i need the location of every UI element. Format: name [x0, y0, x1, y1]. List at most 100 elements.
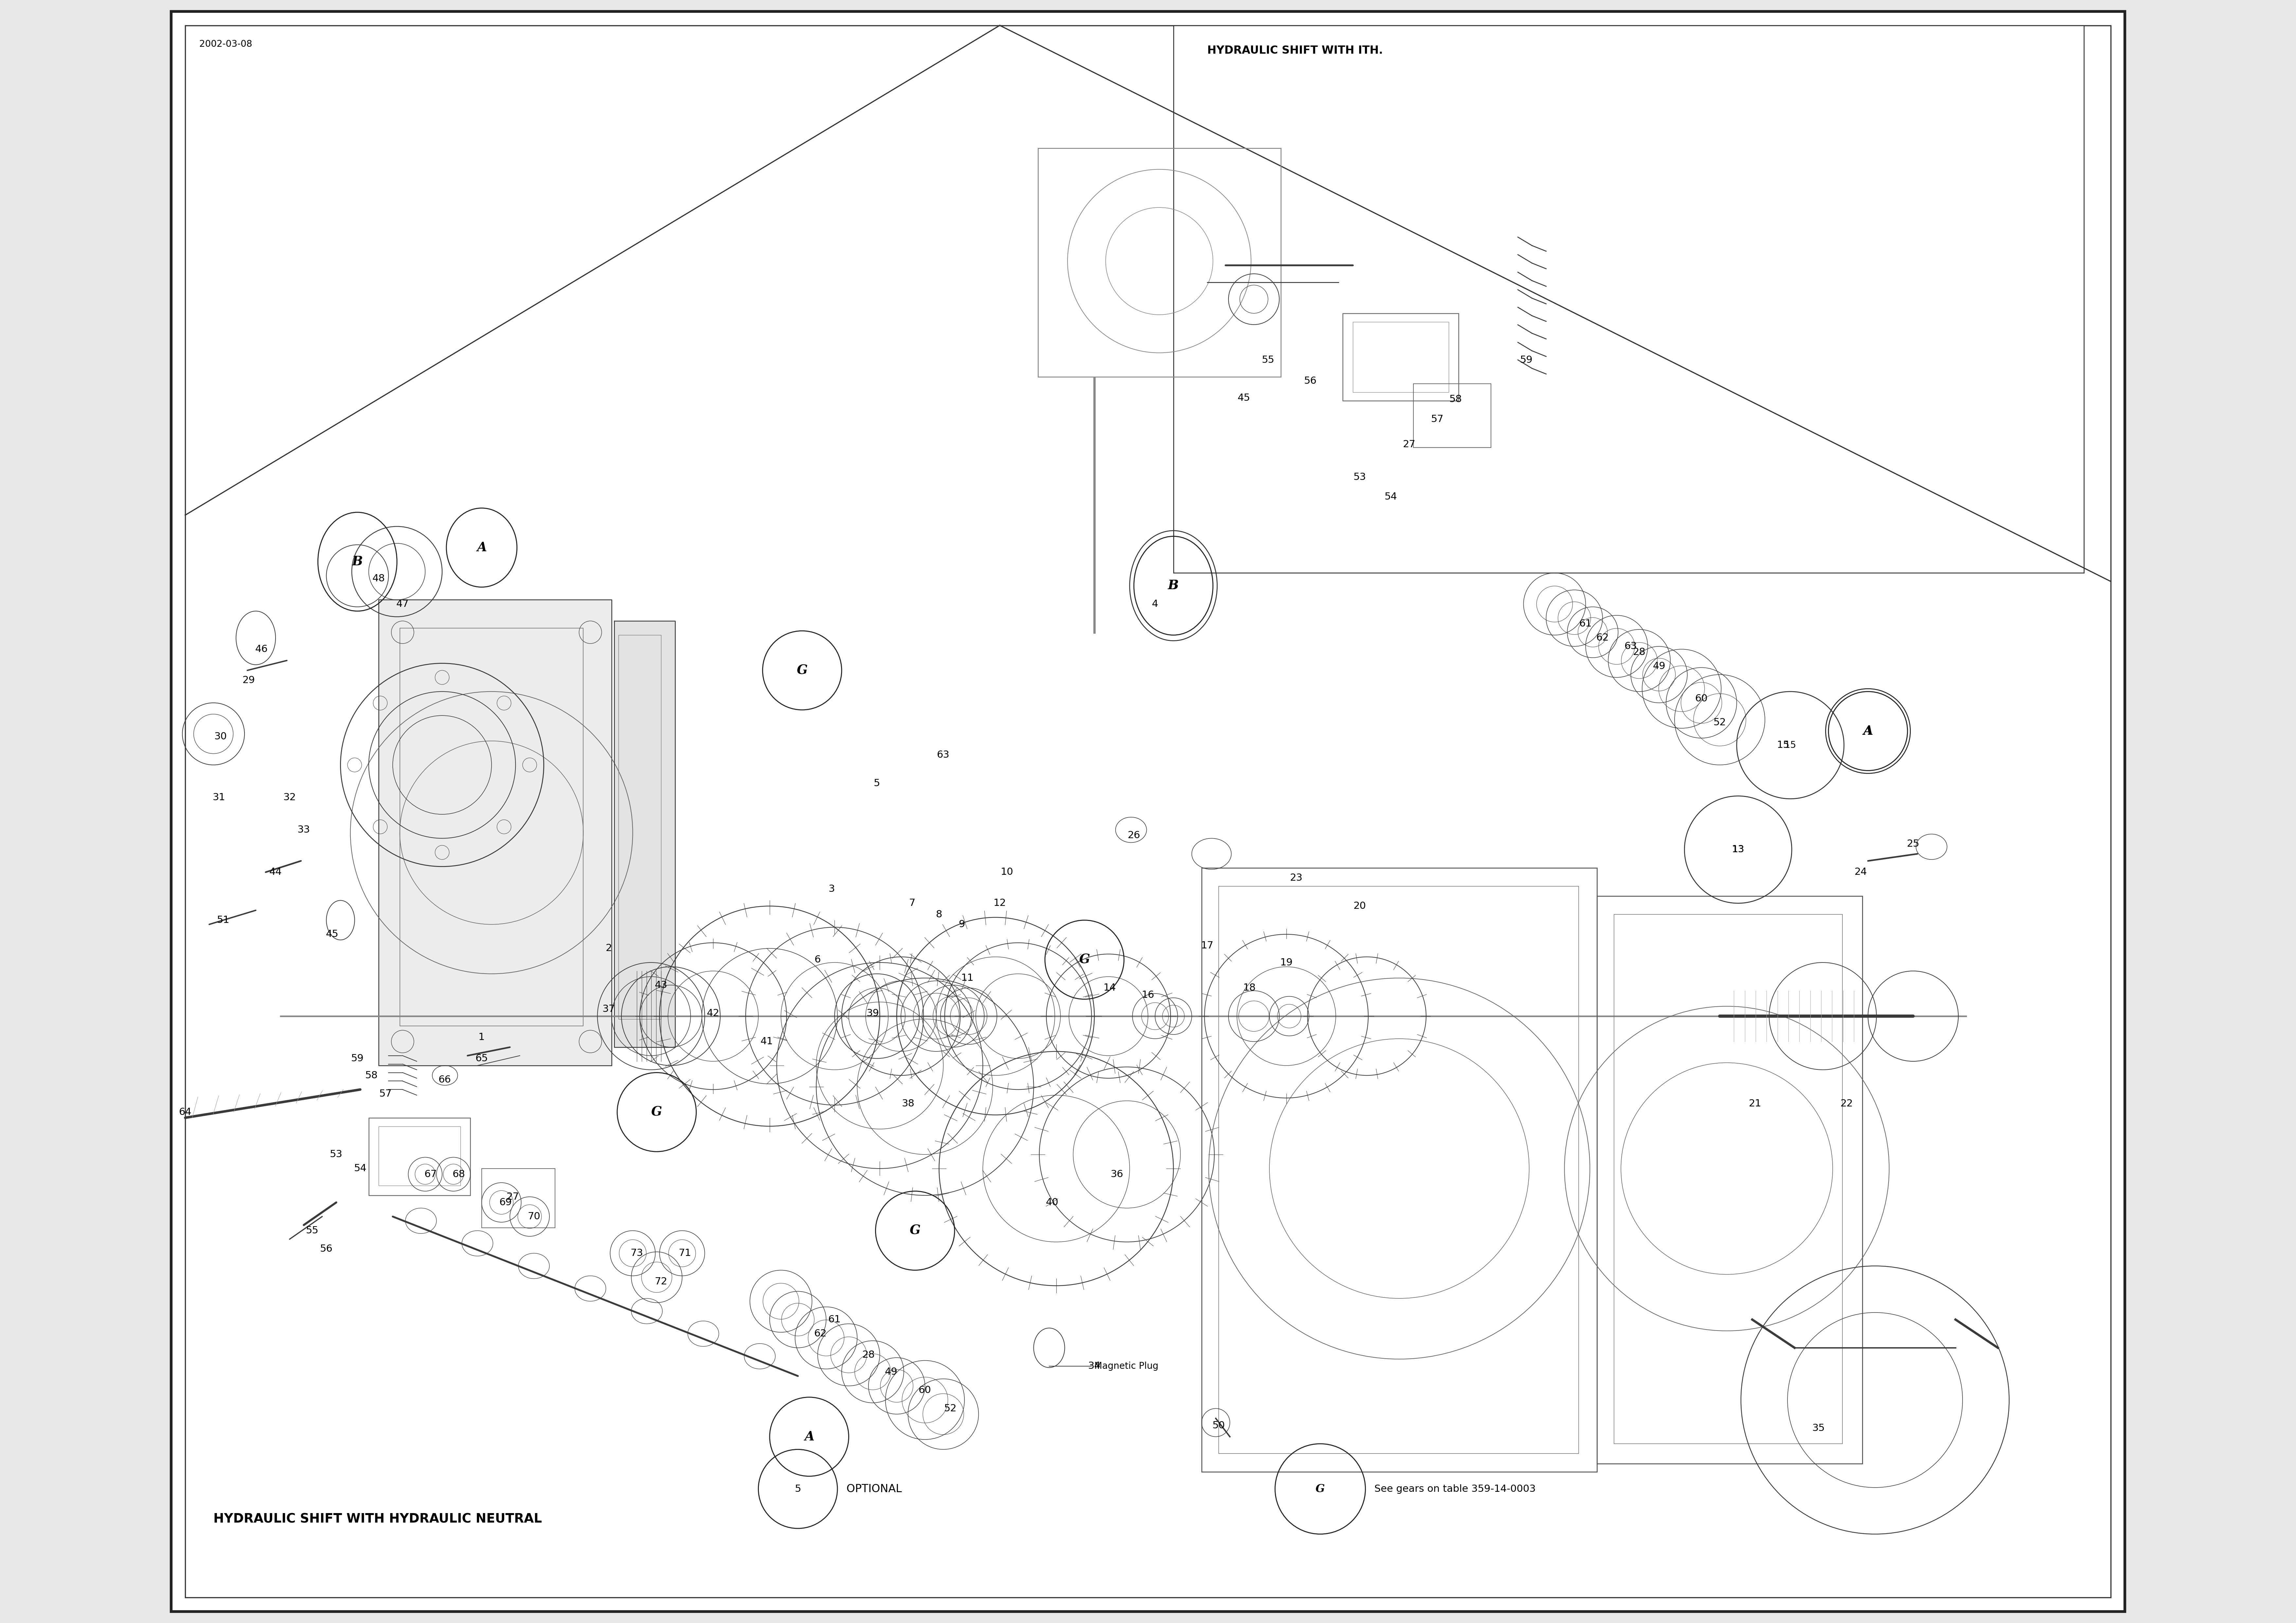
- Text: 1: 1: [478, 1032, 484, 1042]
- Text: 61: 61: [1580, 618, 1591, 628]
- Text: 72: 72: [654, 1277, 668, 1285]
- Text: 52: 52: [1713, 717, 1727, 727]
- Text: A: A: [478, 542, 487, 553]
- Text: 33: 33: [298, 824, 310, 834]
- Text: 71: 71: [680, 1248, 691, 1258]
- Bar: [1614, 914, 1844, 1444]
- Text: OPTIONAL: OPTIONAL: [843, 1483, 902, 1495]
- Text: 55: 55: [1263, 355, 1274, 365]
- Text: 26: 26: [1127, 831, 1141, 841]
- Text: 19: 19: [1279, 958, 1293, 967]
- Text: 53: 53: [331, 1149, 342, 1159]
- Text: 6: 6: [815, 954, 822, 964]
- Text: 5: 5: [875, 779, 879, 789]
- Text: 62: 62: [1596, 633, 1609, 643]
- Text: 13: 13: [1731, 846, 1745, 854]
- Text: 51: 51: [216, 915, 230, 925]
- Bar: [379, 1126, 461, 1185]
- Text: 24: 24: [1855, 867, 1867, 876]
- Text: 58: 58: [1449, 394, 1463, 404]
- Text: 41: 41: [760, 1037, 774, 1047]
- Text: 69: 69: [498, 1198, 512, 1208]
- Text: 18: 18: [1244, 984, 1256, 993]
- Text: 31: 31: [214, 792, 225, 802]
- Text: 73: 73: [631, 1248, 643, 1258]
- Text: 2: 2: [606, 943, 613, 953]
- Text: 30: 30: [214, 732, 227, 742]
- Text: 54: 54: [354, 1164, 367, 1173]
- Bar: [1414, 385, 1490, 448]
- Text: 54: 54: [1384, 492, 1398, 502]
- Bar: [482, 1169, 556, 1229]
- Text: 45: 45: [326, 930, 338, 940]
- Text: 49: 49: [1653, 662, 1665, 670]
- Text: 46: 46: [255, 644, 269, 654]
- Text: 53: 53: [1352, 472, 1366, 482]
- Text: 15: 15: [1777, 740, 1789, 750]
- Text: 27: 27: [507, 1191, 519, 1201]
- FancyBboxPatch shape: [1173, 26, 2085, 573]
- Bar: [400, 628, 583, 1026]
- Text: B: B: [1169, 579, 1178, 592]
- Text: G: G: [652, 1105, 661, 1118]
- Text: See gears on table 359-14-0003: See gears on table 359-14-0003: [1371, 1483, 1536, 1493]
- Text: B: B: [1169, 579, 1178, 592]
- Text: 58: 58: [365, 1071, 379, 1081]
- Text: 7: 7: [909, 899, 916, 907]
- Text: 17: 17: [1201, 941, 1215, 951]
- FancyBboxPatch shape: [172, 11, 2124, 1612]
- Text: 34: 34: [1088, 1362, 1100, 1371]
- Text: 50: 50: [1212, 1420, 1226, 1430]
- Text: 68: 68: [452, 1170, 466, 1178]
- Text: 62: 62: [815, 1329, 827, 1339]
- Text: 25: 25: [1906, 839, 1919, 849]
- Text: 16: 16: [1141, 990, 1155, 1000]
- Text: 63: 63: [1626, 641, 1637, 651]
- Text: 42: 42: [707, 1008, 719, 1018]
- Text: 29: 29: [243, 675, 255, 685]
- Text: 47: 47: [397, 599, 409, 609]
- Text: 8: 8: [937, 911, 941, 919]
- Text: 14: 14: [1104, 984, 1116, 993]
- Text: 15: 15: [1784, 740, 1795, 750]
- Text: 3: 3: [829, 885, 836, 894]
- Text: 59: 59: [351, 1053, 363, 1063]
- Text: 9: 9: [957, 920, 964, 928]
- Bar: [1219, 886, 1580, 1454]
- Text: 44: 44: [269, 867, 282, 876]
- Text: 12: 12: [994, 899, 1006, 907]
- Text: 36: 36: [1111, 1170, 1123, 1178]
- Text: 35: 35: [1812, 1423, 1825, 1433]
- Text: B: B: [351, 555, 363, 568]
- Text: 49: 49: [884, 1367, 898, 1376]
- Text: 61: 61: [829, 1315, 840, 1324]
- Text: 4: 4: [1153, 599, 1157, 609]
- Text: 65: 65: [475, 1053, 489, 1063]
- Text: 22: 22: [1841, 1099, 1853, 1109]
- Text: Magnetic Plug: Magnetic Plug: [1095, 1362, 1159, 1371]
- Text: 66: 66: [439, 1074, 452, 1084]
- Text: 55: 55: [305, 1225, 319, 1235]
- Polygon shape: [615, 622, 675, 1047]
- Text: G: G: [909, 1224, 921, 1237]
- Text: 32: 32: [282, 792, 296, 802]
- Text: 56: 56: [1304, 377, 1316, 386]
- Text: 40: 40: [1045, 1198, 1058, 1208]
- Text: 64: 64: [179, 1107, 191, 1117]
- Text: G: G: [1316, 1483, 1325, 1495]
- Bar: [618, 635, 661, 1019]
- Bar: [370, 1118, 471, 1196]
- Bar: [1343, 313, 1458, 401]
- Text: 60: 60: [1694, 695, 1708, 703]
- Text: HYDRAULIC SHIFT WITH ITH.: HYDRAULIC SHIFT WITH ITH.: [1208, 45, 1382, 55]
- Text: 20: 20: [1352, 901, 1366, 911]
- Text: 23: 23: [1290, 873, 1302, 883]
- Text: 28: 28: [861, 1350, 875, 1360]
- Text: 45: 45: [1238, 393, 1251, 403]
- Text: 27: 27: [1403, 440, 1417, 450]
- Text: 70: 70: [528, 1212, 540, 1220]
- Text: A: A: [1862, 725, 1874, 737]
- Text: 39: 39: [866, 1008, 879, 1018]
- Text: 21: 21: [1750, 1099, 1761, 1109]
- Text: 48: 48: [372, 575, 386, 583]
